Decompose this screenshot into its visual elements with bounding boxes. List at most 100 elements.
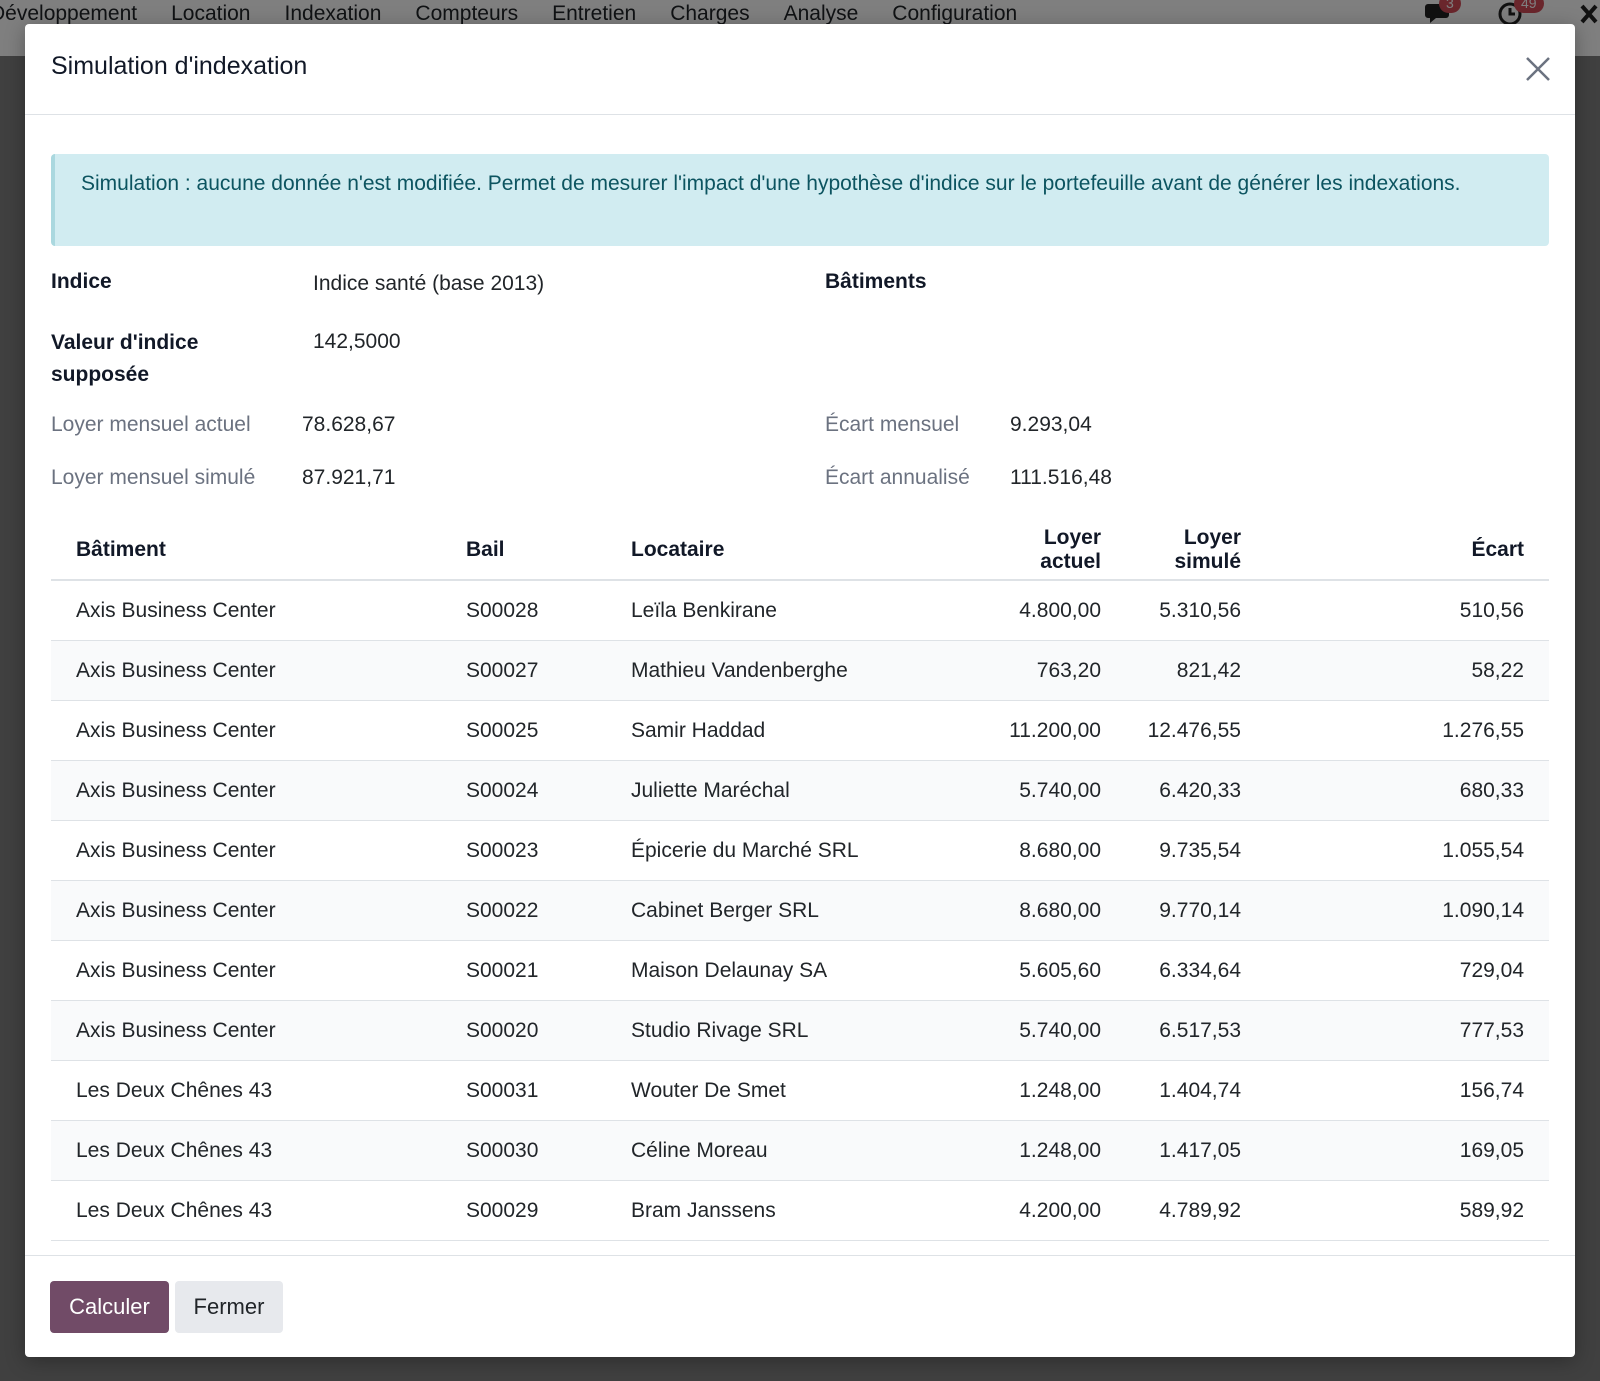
col-header-locataire[interactable]: Locataire [606, 521, 986, 581]
dialog-title: Simulation d'indexation [51, 52, 308, 80]
cell-bail: S00028 [441, 580, 606, 641]
table-row[interactable]: Axis Business Center S00023 Épicerie du … [51, 820, 1549, 881]
cell-locataire: Céline Moreau [606, 1120, 986, 1181]
close-icon[interactable] [1523, 54, 1553, 84]
cell-ecart: 1.276,55 [1266, 700, 1549, 761]
cell-batiment: Les Deux Chênes 43 [51, 1180, 441, 1241]
cell-locataire: Mathieu Vandenberghe [606, 640, 986, 701]
batiments-label: Bâtiments [825, 270, 927, 293]
col-header-ecart[interactable]: Écart [1266, 521, 1549, 581]
cell-bail: S00020 [441, 1000, 606, 1061]
loyer-actuel-label: Loyer mensuel actuel [51, 413, 251, 436]
table-row[interactable]: Les Deux Chênes 43 S00030 Céline Moreau … [51, 1120, 1549, 1181]
cell-bail: S00021 [441, 940, 606, 1001]
fermer-button[interactable]: Fermer [175, 1281, 283, 1333]
cell-loyer-actuel: 4.200,00 [986, 1180, 1126, 1241]
cell-ecart: 589,92 [1266, 1180, 1549, 1241]
table-header-row: Bâtiment Bail Locataire Loyer actuel Loy… [51, 521, 1549, 581]
cell-ecart: 729,04 [1266, 940, 1549, 1001]
simulation-dialog: Simulation d'indexation Simulation : auc… [25, 24, 1575, 1357]
cell-batiment: Axis Business Center [51, 640, 441, 701]
cell-loyer-actuel: 11.200,00 [986, 700, 1126, 761]
cell-ecart: 58,22 [1266, 640, 1549, 701]
cell-locataire: Wouter De Smet [606, 1060, 986, 1121]
cell-locataire: Studio Rivage SRL [606, 1000, 986, 1061]
cell-locataire: Maison Delaunay SA [606, 940, 986, 1001]
cell-bail: S00031 [441, 1060, 606, 1121]
cell-bail: S00024 [441, 760, 606, 821]
cell-ecart: 169,05 [1266, 1120, 1549, 1181]
cell-ecart: 510,56 [1266, 580, 1549, 641]
info-alert: Simulation : aucune donnée n'est modifié… [51, 154, 1549, 246]
cell-loyer-actuel: 8.680,00 [986, 880, 1126, 941]
cell-loyer-actuel: 4.800,00 [986, 580, 1126, 641]
cell-ecart: 1.090,14 [1266, 880, 1549, 941]
col-header-batiment[interactable]: Bâtiment [51, 521, 441, 581]
valeur-indice-field[interactable]: 142,5000 [313, 330, 401, 353]
ecart-annualise-label: Écart annualisé [825, 466, 970, 489]
cell-loyer-simule: 9.770,14 [1126, 880, 1266, 941]
table-row[interactable]: Les Deux Chênes 43 S00031 Wouter De Smet… [51, 1060, 1549, 1121]
cell-batiment: Les Deux Chênes 43 [51, 1120, 441, 1181]
col-header-loyer-simule[interactable]: Loyer simulé [1126, 521, 1266, 581]
cell-batiment: Axis Business Center [51, 820, 441, 881]
cell-loyer-actuel: 8.680,00 [986, 820, 1126, 881]
cell-loyer-actuel: 5.605,60 [986, 940, 1126, 1001]
cell-ecart: 156,74 [1266, 1060, 1549, 1121]
cell-batiment: Axis Business Center [51, 760, 441, 821]
dialog-header: Simulation d'indexation [25, 24, 1575, 115]
cell-locataire: Bram Janssens [606, 1180, 986, 1241]
cell-batiment: Axis Business Center [51, 940, 441, 1001]
cell-loyer-actuel: 5.740,00 [986, 760, 1126, 821]
calculer-button[interactable]: Calculer [50, 1281, 169, 1333]
valeur-indice-label: Valeur d'indice supposée [51, 331, 199, 386]
cell-locataire: Leïla Benkirane [606, 580, 986, 641]
col-header-loyer-actuel[interactable]: Loyer actuel [986, 521, 1126, 581]
cell-loyer-simule: 6.420,33 [1126, 760, 1266, 821]
cell-bail: S00022 [441, 880, 606, 941]
cell-loyer-simule: 1.404,74 [1126, 1060, 1266, 1121]
table-row[interactable]: Axis Business Center S00021 Maison Delau… [51, 940, 1549, 1001]
table-row[interactable]: Axis Business Center S00027 Mathieu Vand… [51, 640, 1549, 701]
cell-bail: S00027 [441, 640, 606, 701]
cell-locataire: Cabinet Berger SRL [606, 880, 986, 941]
cell-ecart: 1.055,54 [1266, 820, 1549, 881]
cell-locataire: Juliette Maréchal [606, 760, 986, 821]
cell-ecart: 680,33 [1266, 760, 1549, 821]
cell-loyer-simule: 1.417,05 [1126, 1120, 1266, 1181]
table-row[interactable]: Les Deux Chênes 43 S00029 Bram Janssens … [51, 1180, 1549, 1241]
cell-batiment: Les Deux Chênes 43 [51, 1060, 441, 1121]
table-row[interactable]: Axis Business Center S00024 Juliette Mar… [51, 760, 1549, 821]
cell-loyer-actuel: 763,20 [986, 640, 1126, 701]
cell-loyer-actuel: 1.248,00 [986, 1120, 1126, 1181]
cell-loyer-actuel: 1.248,00 [986, 1060, 1126, 1121]
table-row[interactable]: Axis Business Center S00028 Leïla Benkir… [51, 580, 1549, 641]
cell-loyer-simule: 5.310,56 [1126, 580, 1266, 641]
cell-bail: S00023 [441, 820, 606, 881]
cell-batiment: Axis Business Center [51, 700, 441, 761]
cell-loyer-simule: 6.517,53 [1126, 1000, 1266, 1061]
cell-locataire: Épicerie du Marché SRL [606, 820, 986, 881]
loyer-simule-label: Loyer mensuel simulé [51, 466, 256, 489]
cell-loyer-actuel: 5.740,00 [986, 1000, 1126, 1061]
cell-bail: S00025 [441, 700, 606, 761]
cell-loyer-simule: 12.476,55 [1126, 700, 1266, 761]
loyer-simule-value: 87.921,71 [302, 466, 396, 489]
col-header-bail[interactable]: Bail [441, 521, 606, 581]
dialog-footer: Calculer Fermer [25, 1255, 1575, 1357]
cell-ecart: 777,53 [1266, 1000, 1549, 1061]
simulation-table: Bâtiment Bail Locataire Loyer actuel Loy… [51, 521, 1549, 1241]
cell-loyer-simule: 6.334,64 [1126, 940, 1266, 1001]
cell-bail: S00029 [441, 1180, 606, 1241]
cell-loyer-simule: 9.735,54 [1126, 820, 1266, 881]
cell-batiment: Axis Business Center [51, 880, 441, 941]
table-row[interactable]: Axis Business Center S00025 Samir Haddad… [51, 700, 1549, 761]
ecart-mensuel-label: Écart mensuel [825, 413, 960, 436]
table-row[interactable]: Axis Business Center S00020 Studio Rivag… [51, 1000, 1549, 1061]
cell-locataire: Samir Haddad [606, 700, 986, 761]
ecart-mensuel-value: 9.293,04 [1010, 413, 1092, 436]
ecart-annualise-value: 111.516,48 [1010, 466, 1112, 489]
indice-field[interactable]: Indice santé (base 2013) [313, 272, 545, 295]
cell-batiment: Axis Business Center [51, 580, 441, 641]
table-row[interactable]: Axis Business Center S00022 Cabinet Berg… [51, 880, 1549, 941]
